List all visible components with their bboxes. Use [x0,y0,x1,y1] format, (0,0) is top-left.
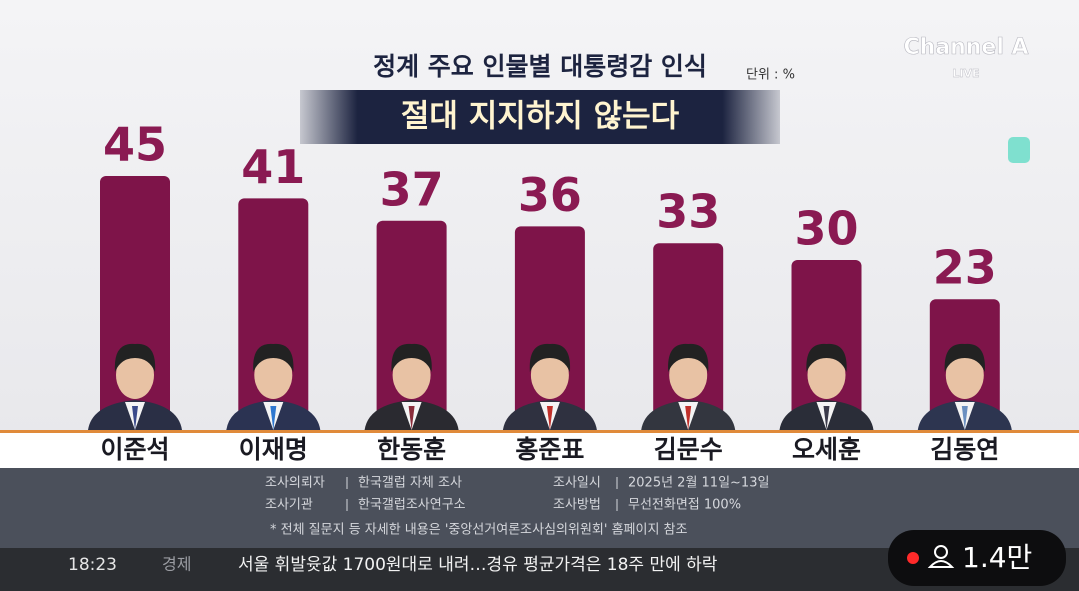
portrait [669,351,708,399]
value-label: 37 [380,162,444,216]
survey-label: 조사기관 [265,498,313,513]
portrait [530,351,569,399]
portrait [668,343,709,372]
subtitle-band [300,90,780,144]
portrait [961,406,968,430]
category-label: 홍준표 [515,435,584,464]
chart-title: 정계 주요 인물별 대통령감 인식 [373,52,707,81]
channel-logo: Channel A [903,35,1028,60]
portrait [823,406,830,430]
portrait [408,406,415,430]
chart-subtitle: 절대 지지하지 않는다 [401,99,680,135]
portrait [685,406,692,430]
survey-note: * 전체 질문지 등 자세한 내용은 '중앙선거여론조사심의위원회' 홈페이지 … [270,523,688,538]
portrait [529,343,571,372]
name-band [0,430,1079,468]
portrait [391,343,432,372]
viewer-icon [934,545,948,559]
live-label: LIVE [952,67,979,80]
live-dot [907,552,919,564]
viewer-icon [927,560,955,568]
ticker-time: 18:23 [68,555,117,575]
portrait [254,351,293,399]
portrait [944,343,985,372]
unit-label: 단위 : % [746,68,795,83]
survey-value: 한국갤럽 자체 조사 [358,476,462,491]
survey-value: 2025년 2월 11일~13일 [628,476,769,491]
portrait [945,351,984,399]
portrait [546,406,553,430]
survey-label: 조사방법 [553,498,601,513]
viewer-badge[interactable] [888,530,1066,586]
viewer-count: 1.4만 [962,541,1032,574]
portrait [270,406,277,430]
category-label: 오세훈 [792,435,861,464]
survey-value: 한국갤럽조사연구소 [358,498,466,513]
category-label: 김문수 [654,435,723,464]
value-label: 30 [794,202,858,256]
ticker-headline: 서울 휘발윳값 1700원대로 내려…경유 평균가격은 18주 만에 하락 [238,555,718,575]
value-label: 33 [656,185,720,239]
portrait [132,406,138,430]
portrait [114,343,156,372]
value-label: 36 [518,168,582,222]
portrait [116,351,154,399]
name-band-line [0,430,1079,433]
portrait [807,351,846,399]
value-label: 41 [241,140,305,194]
survey-value: 무선전화면접 100% [628,498,741,513]
value-label: 23 [933,241,997,295]
portrait [253,343,294,372]
category-label: 한동훈 [377,435,446,464]
category-label: 이재명 [239,435,308,464]
portrait [806,343,847,372]
names: 이준석 이재명 한동훈 홍준표 김문수 오세훈 김동연 [100,435,999,464]
category-label: 김동연 [930,435,999,464]
value-label: 45 [103,118,167,172]
category-label: 이준석 [100,435,169,464]
portrait [392,351,431,399]
bars: 45 41 37 36 33 30 23 [88,118,1012,430]
ticker-section: 경제 [162,555,191,574]
deco [1008,137,1030,163]
survey-label: 조사의뢰자 [265,476,325,491]
survey-label: 조사일시 [553,476,601,491]
